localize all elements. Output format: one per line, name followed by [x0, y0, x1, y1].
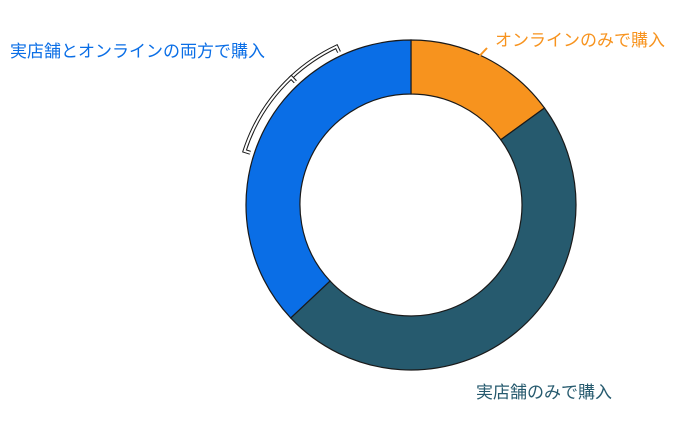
slice-label-0: オンラインのみで購入	[495, 31, 665, 51]
slice-label-2: 実店舗とオンラインの両方で購入	[10, 42, 265, 62]
slice-label-1: 実店舗のみで購入	[476, 383, 612, 403]
donut-slice-1	[289, 107, 577, 371]
label-bracket-2	[243, 76, 297, 154]
leader-line-0	[469, 47, 488, 67]
donut-slice-2	[245, 39, 412, 319]
